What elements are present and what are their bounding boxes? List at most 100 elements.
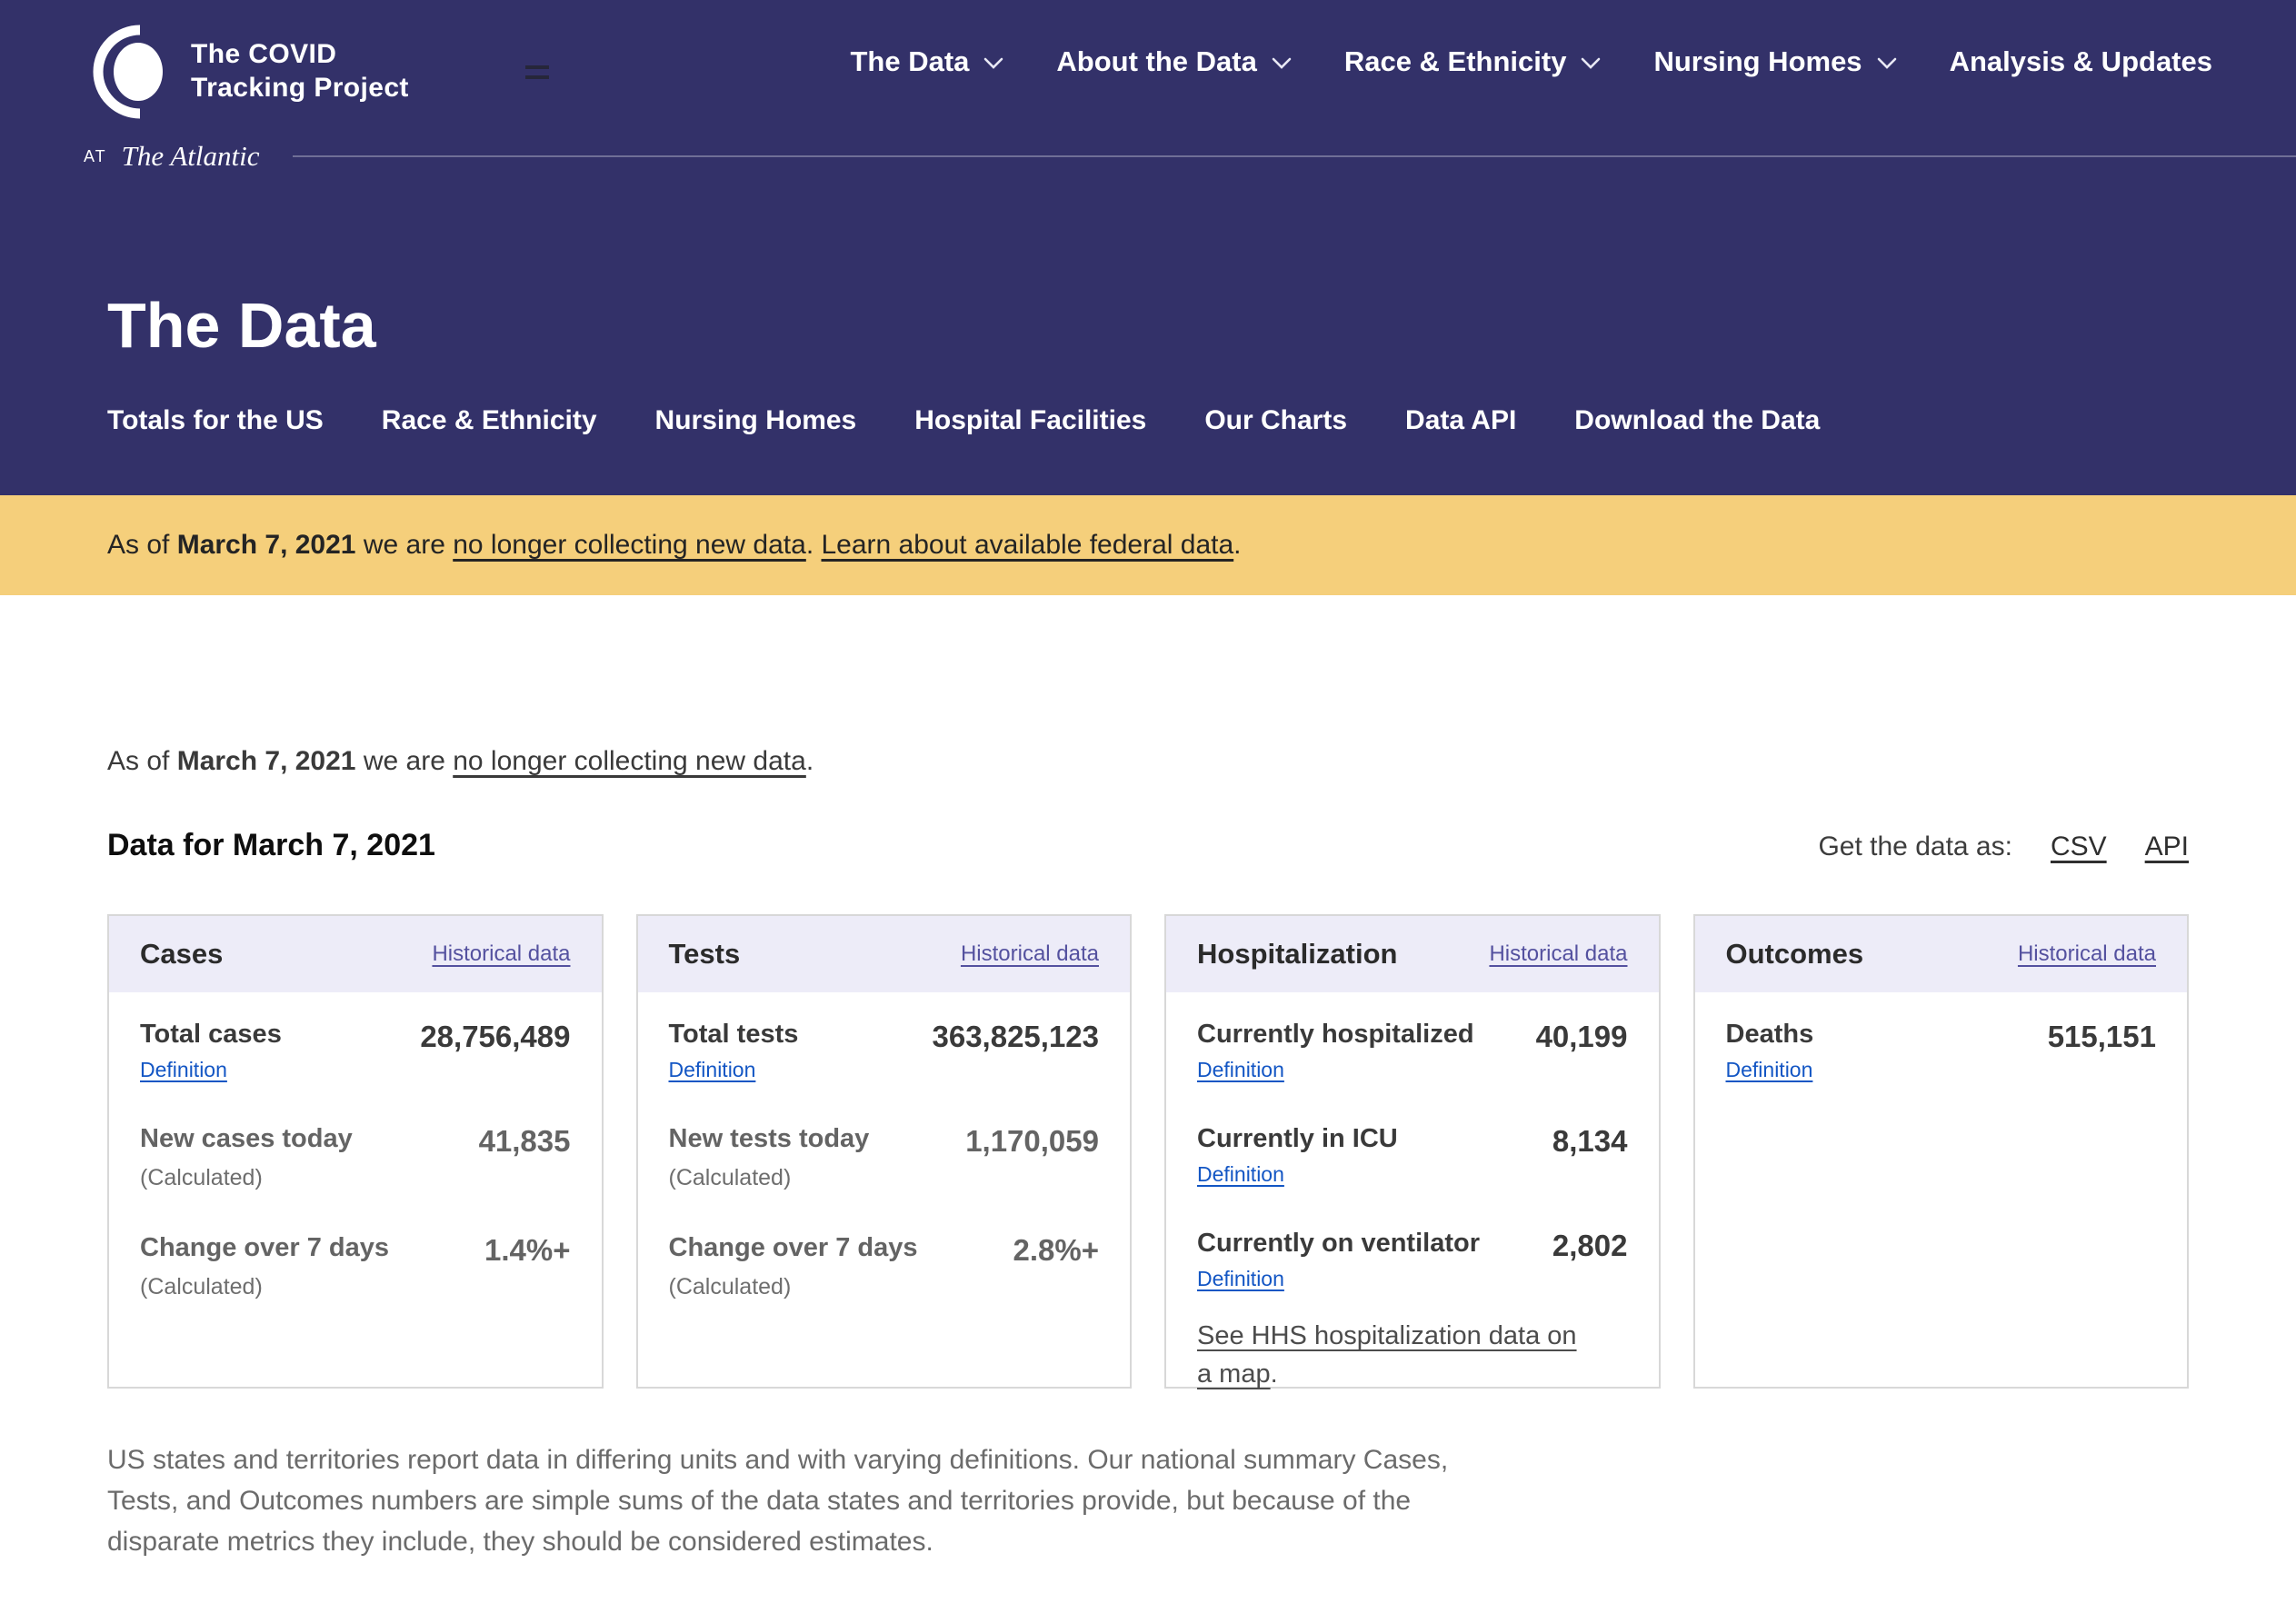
card-body: Currently hospitalized Definition 40,199… <box>1166 1020 1659 1393</box>
cases-card: Cases Historical data Total cases Defini… <box>107 914 604 1389</box>
definition-link[interactable]: Definition <box>1725 1058 1813 1081</box>
api-link[interactable]: API <box>2144 831 2189 861</box>
historical-data-link[interactable]: Historical data <box>432 941 571 966</box>
definition-link[interactable]: Definition <box>668 1058 756 1081</box>
historical-data-link[interactable]: Historical data <box>2017 941 2156 966</box>
metric-total-tests: Total tests Definition 363,825,123 <box>669 1020 1100 1082</box>
banner-date: March 7, 2021 <box>176 530 356 560</box>
nav-item-analysis-updates[interactable]: Analysis & Updates <box>1950 45 2212 78</box>
metric-label: Total cases <box>140 1020 282 1049</box>
metric-label: Currently in ICU <box>1197 1124 1398 1153</box>
subnav-nursing-homes[interactable]: Nursing Homes <box>654 404 857 435</box>
subnav-hospital-facilities[interactable]: Hospital Facilities <box>914 404 1147 435</box>
get-data-as: Get the data as: CSV API <box>1818 831 2189 862</box>
nav-label: The Data <box>850 45 970 77</box>
no-longer-collecting-banner: As of March 7, 2021 we are no longer col… <box>0 495 2296 595</box>
banner-middle: we are <box>355 530 454 560</box>
nav-label: Analysis & Updates <box>1949 45 2212 77</box>
hhs-map-link-wrap: See HHS hospitalization data on a map. <box>1197 1317 1588 1393</box>
definition-link[interactable]: Definition <box>1197 1162 1284 1186</box>
metric-value: 2.8%+ <box>1013 1233 1100 1267</box>
card-title: Outcomes <box>1725 938 1864 970</box>
chevron-down-icon <box>1272 57 1292 70</box>
metric-new-cases-today: New cases today (Calculated) 41,835 <box>140 1124 571 1191</box>
notice-no-longer-collecting-link[interactable]: no longer collecting new data <box>453 746 806 776</box>
metric-currently-in-icu: Currently in ICU Definition 8,134 <box>1197 1124 1628 1187</box>
card-header: Tests Historical data <box>637 916 1130 992</box>
the-atlantic-logo[interactable]: The Atlantic <box>121 140 260 172</box>
nav-item-nursing-homes[interactable]: Nursing Homes <box>1653 45 1896 78</box>
subnav-totals-for-the-us[interactable]: Totals for the US <box>107 404 324 435</box>
card-header: Cases Historical data <box>109 916 602 992</box>
metric-new-tests-today: New tests today (Calculated) 1,170,059 <box>669 1124 1100 1191</box>
metric-currently-on-ventilator: Currently on ventilator Definition 2,802 <box>1197 1229 1628 1291</box>
metric-change-over-7-days: Change over 7 days (Calculated) 1.4%+ <box>140 1233 571 1300</box>
hhs-map-link[interactable]: See HHS hospitalization data on a map <box>1197 1321 1577 1389</box>
metric-label: New tests today <box>668 1124 870 1153</box>
metric-value: 1.4%+ <box>484 1233 571 1267</box>
subnav-race-ethnicity[interactable]: Race & Ethnicity <box>381 404 597 435</box>
chevron-down-icon <box>1581 57 1601 70</box>
notice-text: As of March 7, 2021 we are no longer col… <box>107 746 2189 777</box>
metric-value: 1,170,059 <box>965 1124 1099 1158</box>
metric-value: 515,151 <box>2047 1020 2156 1053</box>
tests-card: Tests Historical data Total tests Defini… <box>635 914 1132 1389</box>
logo-link[interactable]: The COVID Tracking Project <box>84 24 409 120</box>
no-longer-collecting-link[interactable]: no longer collecting new data <box>453 530 806 560</box>
nav-item-about-the-data[interactable]: About the Data <box>1056 45 1292 78</box>
banner-prefix: As of <box>107 530 177 560</box>
data-heading-row: Data for March 7, 2021 Get the data as: … <box>107 828 2189 863</box>
metric-label: Currently on ventilator <box>1197 1229 1480 1258</box>
card-body: Deaths Definition 515,151 <box>1695 1020 2188 1082</box>
main-nav: The Data About the Data Race & Ethnicity… <box>850 24 2212 78</box>
calculated-note: (Calculated) <box>140 1165 263 1190</box>
metric-value: 40,199 <box>1535 1020 1628 1053</box>
nav-item-the-data[interactable]: The Data <box>850 45 1003 78</box>
nav-item-race-ethnicity[interactable]: Race & Ethnicity <box>1344 45 1602 78</box>
calculated-note: (Calculated) <box>668 1165 792 1190</box>
historical-data-link[interactable]: Historical data <box>1489 941 1628 966</box>
at-label: AT <box>84 146 107 165</box>
logo-text: The COVID Tracking Project <box>191 38 409 105</box>
definition-link[interactable]: Definition <box>1197 1058 1284 1081</box>
card-body: Total tests Definition 363,825,123 New t… <box>638 1020 1131 1300</box>
card-body: Total cases Definition 28,756,489 New ca… <box>109 1020 602 1300</box>
notice-date: March 7, 2021 <box>176 746 356 776</box>
metric-label: Change over 7 days <box>140 1233 389 1262</box>
definition-link[interactable]: Definition <box>1197 1267 1284 1290</box>
metric-deaths: Deaths Definition 515,151 <box>1726 1020 2157 1082</box>
summary-cards: Cases Historical data Total cases Defini… <box>107 914 2189 1389</box>
metric-label: Currently hospitalized <box>1197 1020 1474 1049</box>
subnav-data-api[interactable]: Data API <box>1405 404 1517 435</box>
hhs-map-suffix: . <box>1270 1359 1278 1389</box>
metric-value: 41,835 <box>478 1124 571 1158</box>
metric-label: Deaths <box>1725 1020 1814 1049</box>
footnote-text: US states and territories report data in… <box>107 1445 1449 1557</box>
card-title: Tests <box>668 938 741 970</box>
metric-change-over-7-days: Change over 7 days (Calculated) 2.8%+ <box>669 1233 1100 1300</box>
notice-prefix: As of <box>107 746 177 776</box>
chevron-down-icon <box>1877 57 1897 70</box>
menu-equals-icon[interactable] <box>524 65 549 79</box>
hospitalization-card: Hospitalization Historical data Currentl… <box>1164 914 1661 1389</box>
get-data-label: Get the data as: <box>1818 831 2012 861</box>
federal-data-link[interactable]: Learn about available federal data <box>821 530 1234 560</box>
header-divider <box>292 155 2296 157</box>
metric-total-cases: Total cases Definition 28,756,489 <box>140 1020 571 1082</box>
notice-middle: we are <box>355 746 454 776</box>
page-subnav: Totals for the US Race & Ethnicity Nursi… <box>107 405 2296 436</box>
historical-data-link[interactable]: Historical data <box>960 941 1099 966</box>
nav-label: About the Data <box>1056 45 1257 77</box>
metric-label: New cases today <box>140 1124 353 1153</box>
metric-value: 8,134 <box>1552 1124 1628 1158</box>
csv-link[interactable]: CSV <box>2050 831 2107 861</box>
subnav-download-the-data[interactable]: Download the Data <box>1574 404 1821 435</box>
metric-value: 28,756,489 <box>420 1020 571 1053</box>
metric-label: Change over 7 days <box>668 1233 918 1262</box>
banner-dot: . <box>805 530 822 560</box>
definition-link[interactable]: Definition <box>140 1058 227 1081</box>
metric-value: 363,825,123 <box>932 1020 1099 1053</box>
subnav-our-charts[interactable]: Our Charts <box>1204 404 1348 435</box>
banner-text: As of March 7, 2021 we are no longer col… <box>107 530 1242 561</box>
card-title: Hospitalization <box>1197 938 1398 970</box>
